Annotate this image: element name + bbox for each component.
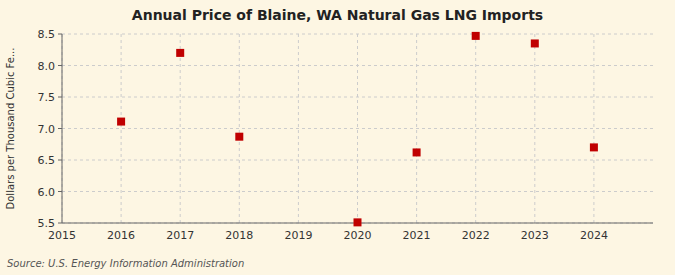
chart-container: 5.56.06.57.07.58.08.52015201620172018201… — [0, 0, 675, 275]
y-tick — [58, 34, 62, 35]
x-tick-label: 2020 — [344, 229, 372, 242]
x-grid-line — [593, 34, 594, 223]
y-tick — [58, 97, 62, 98]
y-tick — [58, 128, 62, 129]
x-tick-label: 2016 — [107, 229, 135, 242]
grid — [62, 34, 653, 223]
x-grid-line — [357, 34, 358, 223]
source: Source: U.S. Energy Information Administ… — [7, 258, 244, 269]
point — [354, 218, 362, 226]
x-grid-line — [416, 34, 417, 223]
x-tick-label: 2018 — [225, 229, 253, 242]
y-tick — [58, 65, 62, 66]
chart-svg: 5.56.06.57.07.58.08.52015201620172018201… — [0, 0, 675, 275]
point — [590, 143, 598, 151]
x-tick-label: 2019 — [284, 229, 312, 242]
point — [235, 133, 243, 141]
x-tick-label: 2024 — [580, 229, 608, 242]
y-tick-label: 7.5 — [38, 91, 56, 104]
x-tick-label: 2015 — [48, 229, 76, 242]
x-grid-line — [534, 34, 535, 223]
x-grid-line — [180, 34, 181, 223]
x-grid-line — [298, 34, 299, 223]
title: Annual Price of Blaine, WA Natural Gas L… — [132, 7, 543, 23]
x-tick-label: 2022 — [462, 229, 490, 242]
point — [413, 148, 421, 156]
y-tick — [58, 223, 62, 224]
axes: 5.56.06.57.07.58.08.52015201620172018201… — [38, 28, 654, 242]
x-tick-label: 2023 — [521, 229, 549, 242]
y-grid-line — [62, 128, 653, 129]
point — [176, 49, 184, 57]
points — [117, 32, 598, 226]
y-axis-label: Dollars per Thousand Cubic Fe... — [5, 48, 16, 210]
y-tick — [58, 191, 62, 192]
x-grid-line — [239, 34, 240, 223]
background — [0, 0, 675, 275]
y-tick-label: 8.5 — [38, 28, 56, 41]
x-grid-line — [121, 34, 122, 223]
point — [531, 39, 539, 47]
point — [117, 118, 125, 126]
y-tick-label: 8.0 — [38, 60, 56, 73]
y-tick — [58, 160, 62, 161]
point — [472, 32, 480, 40]
y-tick-label: 6.0 — [38, 186, 56, 199]
x-tick-label: 2017 — [166, 229, 194, 242]
y-tick-label: 7.0 — [38, 123, 56, 136]
x-grid-line — [475, 34, 476, 223]
y-tick-label: 6.5 — [38, 154, 56, 167]
x-tick-label: 2021 — [403, 229, 431, 242]
